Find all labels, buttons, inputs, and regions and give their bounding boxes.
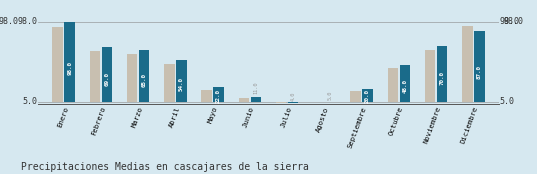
Bar (362, 89, 373, 102)
Text: 5.0: 5.0 (328, 90, 333, 100)
Text: Precipitaciones Medias en cascajares de la sierra: Precipitaciones Medias en cascajares de … (21, 162, 309, 172)
Bar (388, 68, 398, 102)
Text: 98.0: 98.0 (67, 61, 72, 75)
Bar (53, 27, 63, 102)
Bar (139, 50, 149, 102)
Text: 98.0: 98.0 (17, 17, 37, 26)
Bar (400, 65, 410, 102)
Text: 48.0: 48.0 (402, 79, 408, 93)
Bar (238, 98, 249, 102)
Text: 22.0: 22.0 (216, 89, 221, 103)
Bar (437, 46, 447, 102)
Bar (201, 90, 212, 102)
Text: 11.0: 11.0 (253, 82, 258, 94)
Bar (425, 50, 436, 102)
Text: 87.0: 87.0 (477, 65, 482, 79)
Bar (288, 102, 299, 103)
Text: 5.0: 5.0 (22, 97, 37, 106)
Text: 4.0: 4.0 (291, 91, 295, 101)
Text: 5.0: 5.0 (500, 97, 515, 106)
Text: 98.0: 98.0 (504, 17, 524, 26)
Bar (90, 51, 100, 102)
Bar (276, 102, 286, 103)
Text: 70.0: 70.0 (440, 71, 445, 85)
Text: 98.0: 98.0 (500, 17, 520, 26)
Bar (474, 31, 484, 102)
Bar (213, 87, 224, 102)
Bar (251, 97, 261, 102)
Text: 54.0: 54.0 (179, 77, 184, 91)
Bar (462, 26, 473, 102)
Bar (101, 47, 112, 102)
Bar (64, 22, 75, 102)
Bar (351, 92, 361, 102)
Text: 65.0: 65.0 (142, 73, 147, 87)
Bar (127, 54, 137, 102)
Bar (164, 64, 175, 102)
Text: 20.0: 20.0 (365, 89, 370, 103)
Text: 69.0: 69.0 (104, 72, 110, 86)
Bar (176, 60, 186, 102)
Text: 98.0: 98.0 (0, 17, 19, 26)
